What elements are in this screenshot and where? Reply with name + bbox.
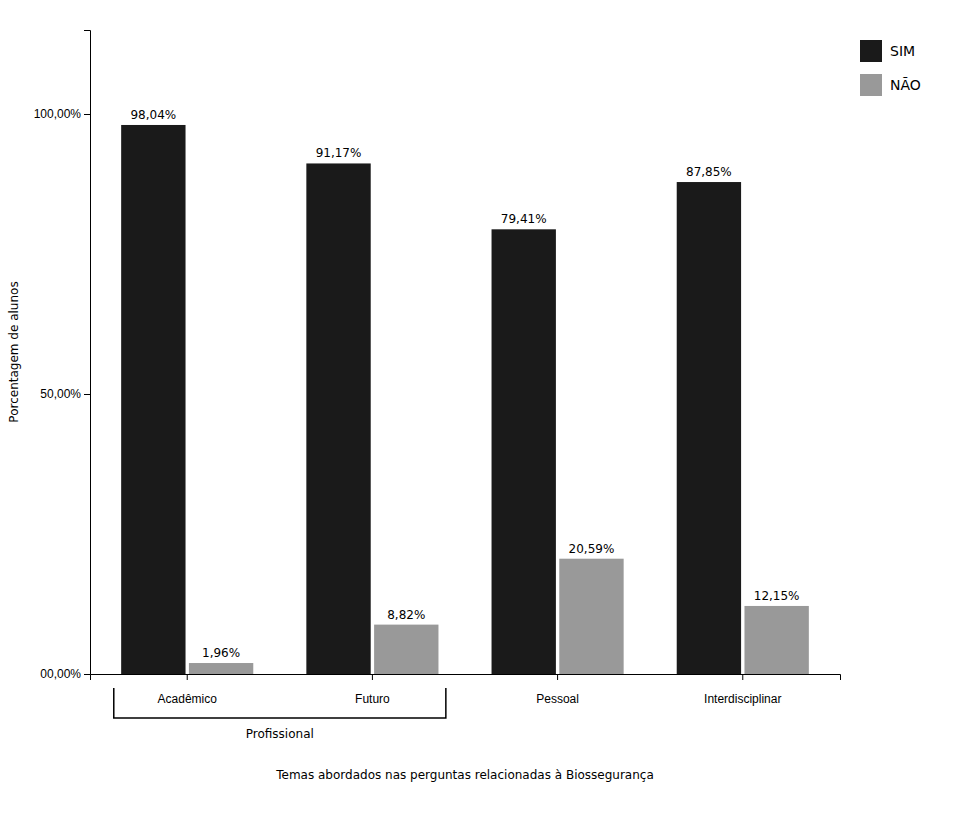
y-tick-mark [84, 674, 90, 675]
x-tick-mark [187, 674, 188, 680]
series [121, 125, 741, 674]
bracket-line [114, 688, 446, 718]
series [189, 559, 809, 674]
x-tick: Acadêmico [158, 674, 218, 706]
data-label: 1,96% [202, 646, 240, 660]
x-tick-label: Futuro [355, 692, 390, 706]
legend-item: NÃO [860, 74, 921, 96]
y-tick-mark [84, 394, 90, 395]
x-tick: Interdisciplinar [704, 674, 781, 706]
bracket [114, 688, 446, 718]
y-tick-mark [84, 114, 90, 115]
y-tick: 100,00% [34, 107, 90, 121]
bar [374, 625, 438, 674]
bar [559, 559, 623, 674]
y-tick-label: 100,00% [34, 107, 82, 121]
y-tick-label: 00,00% [40, 667, 81, 681]
x-axis-line [91, 675, 841, 681]
x-tick-mark [557, 674, 558, 680]
x-tick-mark [742, 674, 743, 680]
legend-swatch [860, 40, 882, 62]
x-axis-title: Temas abordados nas perguntas relacionad… [275, 768, 654, 782]
x-tick-label: Interdisciplinar [704, 692, 781, 706]
data-labels: 98,04% 91,17% 79,41% 87,85% 1,96% 8,82% 20,59%… [130, 108, 799, 660]
annotation: Profissional [246, 727, 314, 741]
bars [121, 125, 809, 674]
data-label: 87,85% [686, 165, 732, 179]
bar [744, 606, 808, 674]
data-label: 79,41% [501, 212, 547, 226]
y-axis-line [84, 31, 91, 675]
y-tick: 00,00% [40, 667, 90, 681]
x-tick: Futuro [355, 674, 390, 706]
data-label: 8,82% [387, 608, 425, 622]
legend-swatch [860, 74, 882, 96]
x-tick-label: Pessoal [536, 692, 579, 706]
bar [121, 125, 185, 674]
chart: 00,00% 50,00% 100,00% Acadêmico Futuro Pessoa… [0, 0, 960, 814]
x-tick-mark [372, 674, 373, 680]
legend-label: NÃO [890, 77, 921, 93]
x-tick-label: Acadêmico [158, 692, 218, 706]
data-label: 12,15% [754, 589, 800, 603]
y-axis-title: Porcentagem de alunos [7, 281, 21, 422]
bar [189, 663, 253, 674]
y-tick: 50,00% [40, 387, 90, 401]
plot: 00,00% 50,00% 100,00% Acadêmico Futuro Pessoa… [7, 31, 921, 783]
data-label: 20,59% [569, 542, 615, 556]
y-tick-label: 50,00% [40, 387, 81, 401]
data-label: 98,04% [130, 108, 176, 122]
y-axis: 00,00% 50,00% 100,00% [34, 31, 91, 682]
x-tick: Pessoal [536, 674, 579, 706]
legend: SIM NÃO [860, 40, 921, 96]
x-axis: Acadêmico Futuro Pessoal Interdisciplinar [91, 674, 841, 706]
data-label: 91,17% [316, 146, 362, 160]
bar [677, 182, 741, 674]
bar [492, 229, 556, 674]
legend-item: SIM [860, 40, 915, 62]
legend-label: SIM [890, 43, 915, 59]
bar [306, 163, 370, 674]
